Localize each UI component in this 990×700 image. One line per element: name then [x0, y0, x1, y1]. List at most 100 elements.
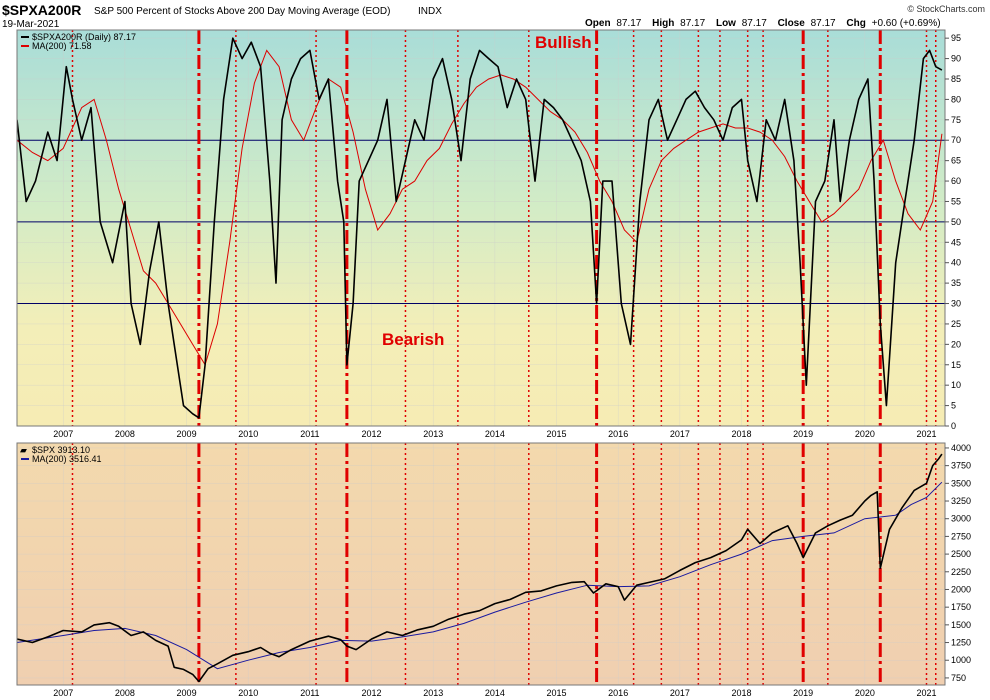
- top-y-tick-label: 10: [951, 380, 961, 390]
- top-y-tick-label: 0: [951, 421, 956, 431]
- exchange-label: INDX: [418, 6, 442, 17]
- quote-row: Open 87.17 High 87.17 Low 87.17 Close 87…: [585, 18, 941, 29]
- top-legend: $SPXA200R (Daily) 87.17 MA(200) 71.58: [21, 32, 136, 51]
- top-y-tick-label: 90: [951, 54, 961, 64]
- top-y-tick-label: 95: [951, 33, 961, 43]
- symbol-title: $SPXA200R: [2, 2, 81, 18]
- bottom-y-tick-label: 1000: [951, 655, 971, 665]
- top-x-tick-label: 2013: [423, 429, 443, 439]
- top-x-tick-label: 2021: [916, 429, 936, 439]
- top-x-tick-label: 2020: [855, 429, 875, 439]
- bottom-event-markers: [71, 443, 937, 685]
- top-y-tick-label: 55: [951, 196, 961, 206]
- bottom-x-tick-label: 2021: [916, 688, 936, 698]
- chart-date: 19-Mar-2021: [2, 19, 60, 30]
- top-x-tick-label: 2011: [300, 429, 319, 439]
- top-legend-ma: MA(200) 71.58: [32, 41, 92, 51]
- close-value: 87.17: [811, 18, 836, 29]
- top-x-tick-label: 2007: [53, 429, 73, 439]
- bottom-x-tick-label: 2008: [115, 688, 135, 698]
- top-y-tick-label: 40: [951, 258, 961, 268]
- top-x-tick-label: 2014: [485, 429, 505, 439]
- bottom-y-tick-label: 4000: [951, 443, 971, 453]
- bottom-y-tick-label: 3750: [951, 461, 971, 471]
- bottom-y-tick-label: 1500: [951, 620, 971, 630]
- top-y-tick-label: 45: [951, 237, 961, 247]
- top-panel-frame: [16, 29, 946, 427]
- chg-value: +0.60 (+0.69%): [872, 18, 941, 29]
- symbol-description: S&P 500 Percent of Stocks Above 200 Day …: [94, 6, 390, 17]
- high-value: 87.17: [680, 18, 705, 29]
- bottom-x-tick-label: 2018: [732, 688, 752, 698]
- top-x-tick-label: 2019: [793, 429, 813, 439]
- top-y-tick-label: 75: [951, 115, 961, 125]
- top-y-tick-label: 65: [951, 156, 961, 166]
- top-x-tick-label: 2012: [362, 429, 382, 439]
- bottom-x-tick-label: 2007: [53, 688, 73, 698]
- top-y-tick-label: 25: [951, 319, 961, 329]
- chg-label: Chg: [846, 18, 865, 29]
- bottom-y-tick-label: 3250: [951, 496, 971, 506]
- bottom-x-tick-label: 2015: [547, 688, 567, 698]
- top-x-axis: 2007 2008 2009 2010 2011 2012 2013 2014 2015 2016…: [53, 429, 936, 439]
- top-x-tick-label: 2008: [115, 429, 135, 439]
- bottom-y-tick-label: 3000: [951, 514, 971, 524]
- bottom-spx-line: [17, 453, 943, 683]
- bottom-x-tick-label: 2009: [177, 688, 197, 698]
- bottom-gridlines: [17, 443, 945, 685]
- top-x-tick-label: 2017: [670, 429, 690, 439]
- top-event-markers: [71, 30, 937, 426]
- top-x-tick-label: 2016: [608, 429, 628, 439]
- bottom-y-tick-label: 750: [951, 673, 966, 683]
- bottom-panel-background: [17, 443, 945, 685]
- top-legend-price: $SPXA200R (Daily) 87.17: [32, 32, 136, 42]
- top-y-tick-label: 85: [951, 74, 961, 84]
- bottom-x-tick-label: 2020: [855, 688, 875, 698]
- bottom-y-tick-label: 1750: [951, 602, 971, 612]
- bottom-y-tick-label: 2500: [951, 549, 971, 559]
- top-y-tick-label: 15: [951, 360, 961, 370]
- top-y-tick-label: 50: [951, 217, 961, 227]
- top-y-tick-label: 35: [951, 278, 961, 288]
- top-spxa200r-line: [17, 37, 943, 419]
- top-x-tick-label: 2015: [547, 429, 567, 439]
- bottom-x-tick-label: 2014: [485, 688, 505, 698]
- top-x-tick-label: 2009: [177, 429, 197, 439]
- bottom-x-tick-label: 2016: [608, 688, 628, 698]
- open-value: 87.17: [616, 18, 641, 29]
- bottom-y-tick-label: 1250: [951, 638, 971, 648]
- low-value: 87.17: [742, 18, 767, 29]
- top-y-tick-label: 80: [951, 94, 961, 104]
- bottom-x-tick-label: 2019: [793, 688, 813, 698]
- bottom-x-tick-label: 2010: [238, 688, 258, 698]
- bottom-legend-icon: ▰: [20, 445, 27, 455]
- high-label: High: [652, 18, 674, 29]
- close-label: Close: [778, 18, 806, 29]
- top-y-tick-label: 60: [951, 176, 961, 186]
- watermark: © StockCharts.com: [907, 4, 985, 14]
- top-x-tick-label: 2010: [238, 429, 258, 439]
- bottom-x-axis: 2007 2008 2009 2010 2011 2012 2013 2014 2015 2016…: [53, 688, 936, 698]
- low-label: Low: [716, 18, 736, 29]
- bottom-y-tick-label: 3500: [951, 478, 971, 488]
- top-x-tick-label: 2018: [732, 429, 752, 439]
- bottom-y-axis: 750 1000 1250 1500 1750 2000 2250 2500 2750 3000 3…: [945, 443, 971, 683]
- top-y-tick-label: 20: [951, 339, 961, 349]
- bottom-ma200-line: [17, 481, 943, 670]
- top-y-tick-label: 70: [951, 135, 961, 145]
- bottom-x-tick-label: 2011: [300, 688, 319, 698]
- bottom-x-tick-label: 2012: [362, 688, 382, 698]
- top-y-tick-label: 30: [951, 299, 961, 309]
- bottom-x-tick-label: 2013: [423, 688, 443, 698]
- bottom-x-tick-label: 2017: [670, 688, 690, 698]
- bottom-y-tick-label: 2000: [951, 584, 971, 594]
- top-y-axis: 0 5 10 15 20 25 30 35 40 45 50 55 60 65 70 75 80 85 90 95: [945, 33, 961, 431]
- top-ma200-line: [17, 49, 943, 367]
- bottom-legend-price: $SPX 3913.10: [32, 445, 90, 455]
- bottom-legend-ma: MA(200) 3516.41: [32, 454, 102, 464]
- bullish-annotation: Bullish: [535, 33, 592, 52]
- bottom-y-tick-label: 2750: [951, 531, 971, 541]
- top-panel-background: [17, 30, 945, 426]
- chart-header: $SPXA200R S&P 500 Percent of Stocks Abov…: [2, 2, 985, 30]
